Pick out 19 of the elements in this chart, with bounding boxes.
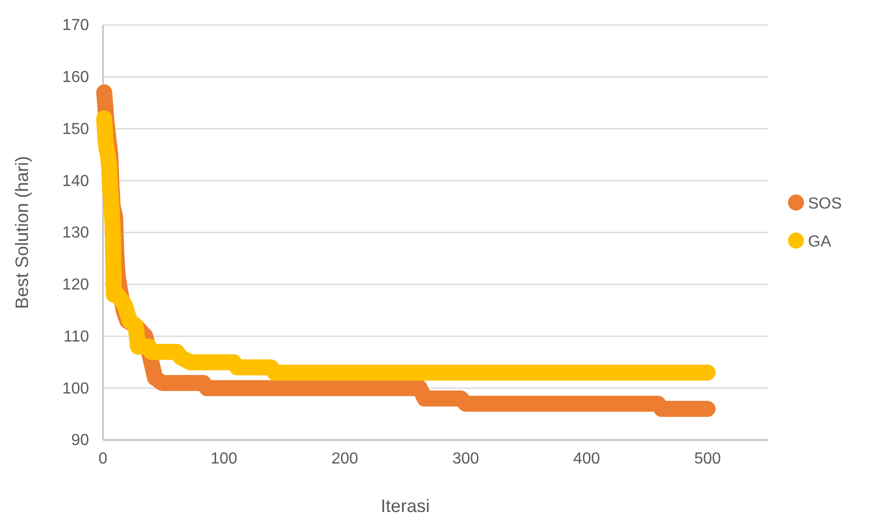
x-tick-label: 200 [331, 450, 358, 468]
x-axis-title: Iterasi [380, 496, 430, 516]
y-tick-label: 170 [62, 17, 90, 34]
x-tick-label: 500 [694, 450, 721, 468]
x-tick-label: 100 [210, 450, 238, 468]
legend-label: SOS [808, 196, 842, 212]
y-tick-label: 130 [62, 224, 90, 242]
y-tick-label: 90 [71, 432, 90, 450]
x-tick-label: 400 [573, 450, 600, 468]
y-tick-label: 120 [62, 276, 90, 294]
x-tick-label: 300 [452, 450, 480, 468]
y-tick-label: 160 [62, 68, 90, 86]
x-tick-label: 0 [98, 450, 108, 468]
y-axis-title: Best Solution (hari) [12, 156, 32, 310]
y-tick-label: 110 [63, 328, 90, 346]
legend-label: GA [808, 234, 832, 250]
y-tick-label: 140 [62, 172, 90, 190]
y-tick-label: 150 [62, 120, 90, 138]
y-tick-label: 100 [62, 380, 90, 398]
